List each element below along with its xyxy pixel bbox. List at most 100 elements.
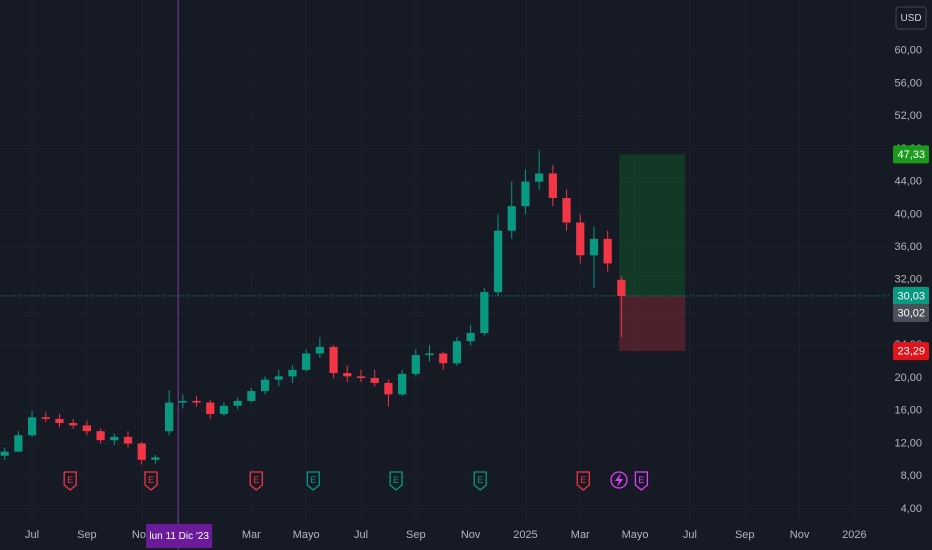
candle-body	[466, 333, 475, 342]
x-tick-label: 2025	[513, 529, 537, 541]
y-tick-label: 40,00	[894, 208, 922, 220]
candle-body	[96, 431, 105, 441]
price-label: 30,02	[897, 307, 925, 319]
candle-body	[0, 451, 9, 456]
candle-body	[411, 355, 420, 374]
candle-body	[302, 353, 311, 370]
price-label-bg	[893, 342, 929, 361]
currency-button[interactable]: USD	[895, 6, 927, 30]
candle-body	[439, 353, 448, 364]
y-tick-label: 20,00	[894, 372, 922, 384]
earnings-label: E	[393, 475, 399, 485]
candle-body	[274, 376, 283, 380]
candle-body	[343, 373, 352, 377]
candle-body	[425, 353, 434, 356]
earnings-marker	[576, 471, 590, 491]
currency-label[interactable]: USD	[900, 13, 921, 24]
earnings-label: E	[580, 475, 586, 485]
y-tick-label: 4,00	[901, 503, 922, 515]
candle-body	[535, 173, 544, 182]
candle-body	[480, 292, 489, 333]
candle-body	[55, 418, 64, 423]
x-tick-label: Jul	[25, 529, 39, 541]
x-tick-label: 2026	[842, 529, 866, 541]
crosshair-label: lun 11 Dic '23	[149, 531, 209, 542]
earnings-marker	[634, 471, 649, 491]
candle-body	[356, 376, 366, 378]
y-tick-label: 60,00	[894, 45, 922, 57]
candle-body	[69, 423, 78, 426]
earnings-label: E	[67, 475, 73, 485]
candle-body	[329, 346, 338, 374]
candle-body	[493, 230, 503, 293]
candle-body	[384, 382, 393, 395]
earnings-marker	[389, 471, 403, 491]
y-tick-label: 16,00	[894, 405, 922, 417]
candle-body	[192, 400, 201, 403]
price-label-bg	[893, 145, 929, 164]
candle-body	[548, 173, 557, 198]
x-tick-label: Mar	[571, 529, 590, 541]
earnings-label: E	[310, 475, 316, 485]
candle-body	[27, 417, 37, 436]
candle-body	[151, 457, 160, 460]
x-tick-label: Jul	[683, 529, 697, 541]
x-tick-label: Nov	[461, 529, 481, 541]
crosshair-label-bg	[146, 524, 213, 548]
x-tick-label: Jul	[354, 529, 368, 541]
candle-body	[507, 206, 516, 231]
earnings-marker	[249, 471, 263, 491]
candle-body	[397, 373, 407, 395]
stop-zone	[619, 295, 686, 352]
candle-body	[206, 402, 215, 414]
x-tick-label: Sep	[406, 529, 426, 541]
candle-body	[617, 279, 626, 297]
price-label: 47,33	[897, 149, 925, 161]
price-label-bg	[893, 304, 929, 323]
y-tick-label: 52,00	[894, 110, 922, 122]
lightning-marker	[610, 471, 628, 489]
price-label-bg	[893, 286, 929, 305]
candle-body	[165, 402, 174, 432]
candle-body	[41, 417, 50, 419]
candle-body	[576, 222, 585, 256]
price-axis: 4,008,0012,0016,0020,0024,0028,0032,0036…	[25, 45, 929, 548]
candle-body	[178, 400, 187, 403]
candle-body	[14, 435, 23, 452]
candle-body	[562, 198, 571, 223]
y-tick-label: 8,00	[901, 470, 922, 482]
earnings-label: E	[477, 475, 483, 485]
y-tick-label: 36,00	[894, 241, 922, 253]
candle-body	[370, 378, 379, 383]
earnings-label: E	[638, 475, 644, 485]
candle-body	[452, 341, 462, 364]
x-tick-label: Mayo	[622, 529, 649, 541]
candle-body	[521, 181, 530, 207]
x-tick-label: Sep	[735, 529, 755, 541]
candle-body	[233, 400, 242, 406]
price-label: 23,29	[897, 345, 925, 357]
candle-body	[82, 425, 92, 432]
x-tick-label: Nov	[790, 529, 810, 541]
earnings-marker	[473, 471, 487, 491]
candle-body	[137, 443, 146, 460]
y-tick-label: 44,00	[894, 176, 922, 188]
earnings-marker	[63, 471, 77, 491]
earnings-label: E	[253, 475, 259, 485]
candle-body	[110, 436, 119, 441]
price-label: 30,03	[897, 290, 925, 302]
candle-body	[219, 405, 229, 414]
x-tick-label: Sep	[77, 529, 97, 541]
earnings-marker	[306, 471, 320, 491]
candle-body	[589, 238, 599, 256]
candle-body	[315, 346, 324, 354]
y-tick-label: 12,00	[894, 437, 922, 449]
earnings-label: E	[148, 475, 154, 485]
y-tick-label: 56,00	[894, 77, 922, 89]
candle-body	[247, 391, 256, 401]
candle-body	[260, 379, 270, 392]
earnings-marker	[144, 471, 158, 491]
x-tick-label: Mayo	[293, 529, 320, 541]
